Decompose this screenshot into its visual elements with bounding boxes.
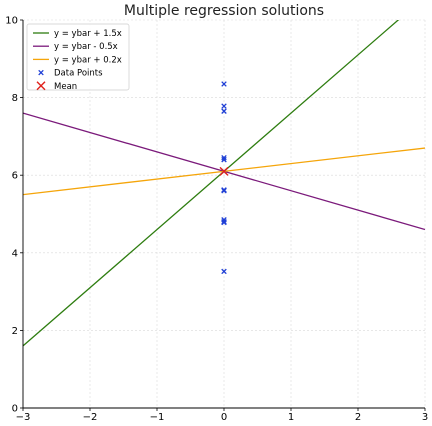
x-tick-label: 1 — [288, 412, 294, 422]
y-tick-label: 8 — [12, 93, 18, 104]
data-point — [221, 268, 227, 275]
legend-label: y = ybar + 1.5x — [54, 29, 122, 39]
legend-points-marker-stroke-b — [38, 69, 44, 76]
y-tick-label: 10 — [5, 16, 18, 27]
data-point-stroke-b — [221, 156, 227, 163]
data-point-stroke-b — [221, 81, 227, 87]
y-tick-label: 2 — [12, 326, 18, 337]
y-tick-label: 6 — [12, 171, 18, 182]
chart-title: Multiple regression solutions — [124, 3, 324, 19]
legend-points-marker — [38, 69, 44, 76]
data-point — [221, 103, 227, 109]
data-point-stroke-b — [221, 268, 227, 275]
data-point-stroke-b — [221, 103, 227, 109]
data-point — [221, 156, 227, 163]
y-tick-label: 4 — [12, 248, 18, 259]
legend-label: y = ybar - 0.5x — [54, 42, 118, 52]
data-point — [221, 187, 227, 194]
x-tick-label: 0 — [221, 412, 227, 422]
data-point-stroke-b — [221, 108, 227, 114]
data-points — [219, 81, 229, 275]
data-point — [221, 108, 227, 114]
data-point — [221, 154, 227, 161]
x-tick-label: −1 — [150, 412, 165, 422]
x-tick-label: 3 — [422, 412, 428, 422]
y-tick-label: 0 — [12, 404, 18, 415]
legend-box — [26, 23, 130, 91]
axes: −3 −2 −1 0 1 2 3 0 2 4 6 8 10 — [5, 16, 428, 424]
mean-point — [219, 166, 229, 176]
x-tick-label: 2 — [355, 412, 361, 422]
legend-label: Mean — [54, 82, 77, 92]
legend-label: Data Points — [54, 69, 103, 79]
x-tick-label: −2 — [83, 412, 98, 422]
x-tick-label: −3 — [16, 412, 31, 422]
data-point-stroke-b — [221, 154, 227, 161]
data-point-stroke-b — [221, 187, 227, 194]
legend-mean-marker-stroke-b — [36, 81, 46, 91]
legend: y = ybar + 1.5x y = ybar - 0.5x y = ybar +… — [26, 23, 130, 92]
legend-label: y = ybar + 0.2x — [54, 55, 122, 65]
data-point — [221, 81, 227, 87]
legend-mean-marker — [36, 81, 46, 91]
mean-point-stroke-b — [219, 166, 229, 176]
data-point — [221, 219, 227, 226]
data-point-stroke-b — [221, 219, 227, 226]
